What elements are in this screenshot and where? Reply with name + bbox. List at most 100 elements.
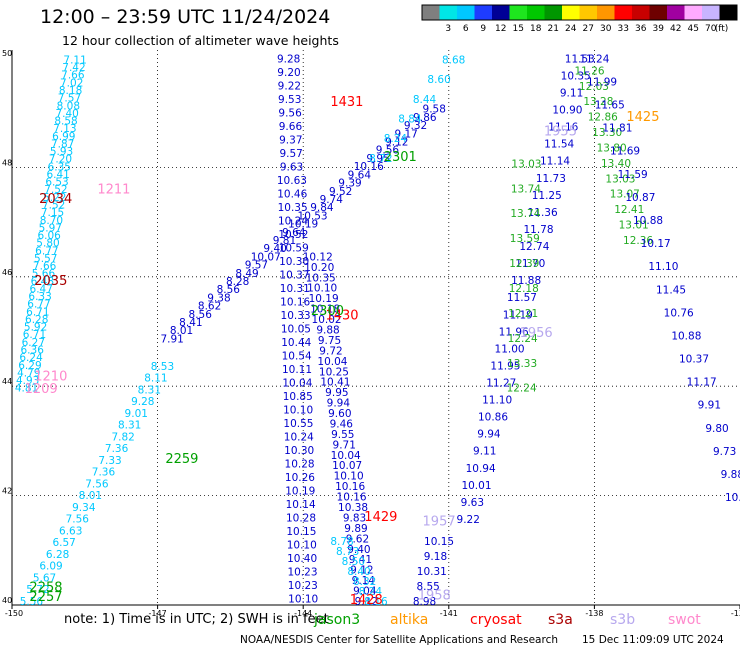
- data-point-label: 6.24: [19, 352, 43, 364]
- data-point-label: 9.17: [394, 128, 417, 140]
- data-point-label: 9.84: [310, 202, 334, 214]
- x-tick-label: -135: [731, 609, 740, 618]
- data-point-label: 9.57: [279, 148, 302, 160]
- data-point-label: 10.44: [281, 337, 311, 349]
- time-label: 1428: [350, 593, 383, 608]
- data-point-label: 10.86: [478, 412, 508, 424]
- chart-title: 12:00 – 23:59 UTC 11/24/2024: [40, 6, 331, 28]
- data-point-label: 10.23: [288, 580, 318, 592]
- data-point-label: 10.54: [282, 350, 312, 362]
- legend-s3b: s3b: [610, 612, 636, 628]
- data-point-label: 8.01: [79, 490, 102, 502]
- data-point-label: 6.27: [22, 337, 45, 349]
- data-point-label: 5.56: [20, 596, 44, 608]
- data-point-label: 9.32: [404, 120, 427, 132]
- axis-ticks: -150 -147 -144 -141 -138 -135 50 48 46 44 42 40: [2, 49, 740, 618]
- data-point-label: 4.79: [17, 367, 40, 379]
- colorbar-swatch: [614, 5, 632, 20]
- colorbar-swatch: [422, 5, 440, 20]
- data-point-label: 9.81: [273, 235, 296, 247]
- chart-subtitle: 12 hour collection of altimeter wave hei…: [62, 33, 339, 48]
- data-point-label: 10.35: [561, 70, 591, 82]
- data-point-label: 10.35: [278, 202, 308, 214]
- data-point-label: 8.62: [198, 301, 221, 313]
- data-point-label: 9.80: [705, 423, 728, 435]
- colorbar-swatch: [702, 5, 720, 20]
- data-point-label: 10.01: [725, 492, 740, 504]
- data-point-label: 12.24: [508, 333, 538, 345]
- colorbar-swatch: [492, 5, 510, 20]
- data-point-label: 10.90: [552, 105, 582, 117]
- data-point-label: 10.85: [283, 391, 313, 403]
- data-point-label: 9.91: [698, 400, 721, 412]
- colorbar-label: 27: [583, 24, 594, 34]
- data-point-label: 11.10: [482, 395, 512, 407]
- data-point-label: 11.10: [648, 261, 678, 273]
- data-point-label: 9.18: [424, 551, 447, 563]
- data-point-label: 13.30: [592, 127, 622, 139]
- y-tick-label: 42: [2, 487, 12, 496]
- time-label: 1210: [34, 370, 67, 385]
- data-point-label: 10.24: [278, 215, 308, 227]
- data-point-label: 9.11: [473, 446, 496, 458]
- data-point-label: 9.75: [318, 335, 341, 347]
- data-point-label: 11.24: [579, 53, 609, 65]
- data-point-label: 6.71: [26, 306, 49, 318]
- data-point-label: 12.74: [519, 241, 549, 253]
- data-point-label: 9.55: [331, 429, 354, 441]
- data-point-label: 5.22: [43, 192, 66, 204]
- data-point-label: 7.91: [160, 333, 183, 345]
- data-point-label: 7.66: [61, 70, 85, 82]
- time-label: 1209: [25, 382, 58, 397]
- data-point-label: 7.15: [41, 207, 64, 219]
- data-point-label: 9.95: [366, 153, 389, 165]
- data-point-label: 6.71: [23, 329, 46, 341]
- colorbar-unit: (ft): [715, 24, 729, 34]
- data-point-label: 11.73: [536, 173, 566, 185]
- data-point-label: 8.28: [226, 276, 249, 288]
- data-point-label: 13.33: [507, 358, 537, 370]
- legend-altika: altika: [390, 612, 429, 628]
- data-point-label: 8.68: [442, 54, 465, 66]
- data-point-label: 10.02: [312, 314, 342, 326]
- data-point-label: 8.24: [384, 133, 408, 145]
- data-point-label: 9.04: [353, 586, 377, 598]
- data-point-label: 12.24: [507, 383, 537, 395]
- data-point-label: 8.32: [353, 576, 376, 588]
- data-point-label: 6.29: [18, 360, 41, 372]
- data-point-label: 13.74: [511, 183, 541, 195]
- data-point-label: 9.66: [279, 121, 303, 133]
- colorbar-swatch: [579, 5, 597, 20]
- data-point-label: 10.19: [285, 485, 315, 497]
- data-point-label: 10.24: [284, 431, 314, 443]
- data-point-label: 7.56: [85, 478, 109, 490]
- data-point-label: 10.11: [282, 364, 312, 376]
- data-point-label: 9.72: [319, 345, 342, 357]
- data-point-label: 8.58: [54, 116, 77, 128]
- data-point-label: 10.94: [466, 463, 496, 475]
- data-point-label: 11.96: [499, 326, 529, 338]
- data-point-label: 9.14: [352, 575, 376, 587]
- data-point-label: 11.59: [618, 169, 648, 181]
- data-point-label: 13.03: [511, 158, 541, 170]
- data-point-label: 11.14: [540, 156, 570, 168]
- colorbar-label: 3: [445, 24, 451, 34]
- x-tick-label: -138: [585, 609, 603, 618]
- data-point-label: 10.30: [279, 256, 309, 268]
- data-point-label: 9.63: [461, 497, 484, 509]
- data-point-label: 8.60: [427, 74, 450, 86]
- time-label: 2259: [165, 452, 198, 467]
- data-point-label: 10.23: [287, 566, 317, 578]
- data-point-label: 10.37: [279, 269, 309, 281]
- data-point-label: 6.57: [52, 537, 75, 549]
- colorbar-swatch: [649, 5, 667, 20]
- data-point-label: 11.19: [503, 309, 533, 321]
- footer-timestamp: 15 Dec 11:09:09 UTC 2024: [582, 634, 724, 646]
- data-point-label: 6.53: [45, 177, 68, 189]
- data-point-label: 9.83: [343, 512, 366, 524]
- data-point-label: 10.07: [332, 460, 362, 472]
- data-point-label: 6.77: [35, 245, 58, 257]
- data-point-label: 10.38: [338, 502, 368, 514]
- data-point-label: 11.25: [532, 190, 562, 202]
- data-point-label: 9.12: [355, 596, 378, 608]
